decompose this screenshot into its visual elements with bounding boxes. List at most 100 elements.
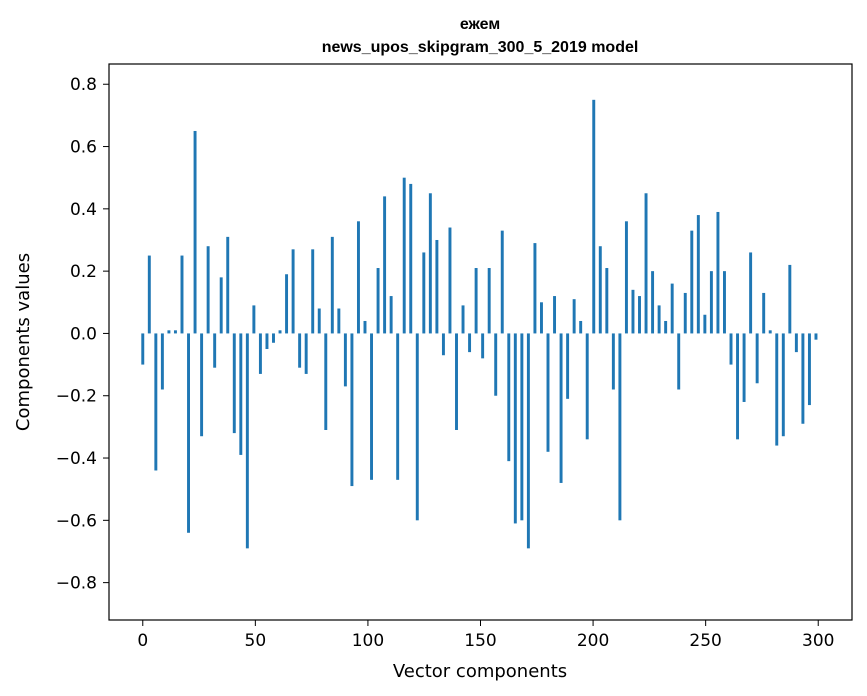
- bar: [723, 271, 726, 334]
- bar: [500, 230, 504, 334]
- x-tick-label: 250: [689, 631, 721, 651]
- bar: [154, 333, 158, 471]
- bar: [350, 333, 354, 487]
- bar: [762, 292, 766, 334]
- bar: [278, 330, 282, 334]
- bar: [801, 333, 805, 424]
- bar: [768, 330, 772, 334]
- bar: [461, 305, 465, 334]
- bar: [690, 230, 694, 334]
- bar: [664, 320, 668, 334]
- x-tick-label: 300: [802, 631, 834, 651]
- bar: [736, 333, 740, 440]
- x-tick-label: 0: [137, 631, 148, 651]
- bar: [396, 333, 400, 480]
- bar: [540, 302, 543, 334]
- bar: [409, 183, 413, 334]
- bar: [598, 246, 602, 334]
- x-tick-label: 150: [464, 631, 496, 651]
- bar: [553, 296, 557, 334]
- bar: [716, 211, 720, 334]
- bar: [200, 333, 204, 437]
- bar: [794, 333, 798, 353]
- bar: [742, 333, 746, 402]
- bar: [807, 333, 811, 406]
- bar: [566, 333, 570, 399]
- bar: [206, 246, 210, 334]
- bar: [670, 283, 674, 334]
- bar: [605, 268, 609, 334]
- bar: [180, 255, 184, 334]
- bar: [141, 333, 145, 365]
- bar: [775, 333, 779, 446]
- bar: [285, 274, 289, 334]
- y-axis-label: Components values: [13, 253, 34, 431]
- plot-frame: [108, 63, 853, 621]
- bar: [507, 333, 511, 462]
- bar: [370, 333, 373, 480]
- bar: [696, 215, 700, 334]
- bar: [383, 196, 387, 334]
- bar: [631, 289, 635, 334]
- y-tick-label: 0.8: [70, 75, 97, 95]
- bar: [579, 320, 583, 334]
- y-tick-label: −0.4: [56, 449, 97, 469]
- bar: [441, 333, 445, 356]
- bar: [709, 271, 713, 334]
- bar: [232, 333, 236, 434]
- bar: [481, 333, 485, 359]
- bar: [494, 333, 498, 396]
- bar: [487, 268, 491, 334]
- bar: [422, 252, 426, 334]
- x-tick-label: 200: [577, 631, 609, 651]
- bar: [526, 333, 530, 549]
- bar: [559, 333, 563, 483]
- bar: [677, 333, 681, 390]
- bar: [415, 333, 419, 521]
- bar: [474, 268, 478, 334]
- bar: [402, 177, 406, 334]
- y-tick-label: −0.8: [56, 574, 97, 594]
- x-axis-label: Vector components: [393, 661, 567, 682]
- chart-title-line-1: ежем: [460, 16, 500, 33]
- y-tick-label: 0.4: [70, 200, 97, 220]
- bar: [755, 333, 759, 384]
- bar: [343, 333, 347, 387]
- bar: [638, 296, 641, 334]
- bar: [252, 305, 256, 334]
- bar: [304, 333, 308, 374]
- y-tick-label: 0.2: [70, 262, 97, 282]
- bar: [455, 333, 458, 430]
- bar: [187, 333, 190, 533]
- bar: [448, 227, 452, 334]
- bar: [147, 255, 151, 334]
- bar: [788, 264, 792, 334]
- bar: [245, 333, 249, 549]
- bar: [317, 308, 321, 334]
- y-tick-label: −0.2: [56, 387, 97, 407]
- bar: [468, 333, 472, 353]
- bar: [226, 236, 230, 334]
- bar: [781, 333, 785, 437]
- bar: [624, 221, 628, 334]
- bar: [428, 193, 432, 334]
- bar: [337, 308, 341, 334]
- bar: [644, 193, 648, 334]
- bar: [749, 252, 753, 334]
- bar: [258, 333, 262, 374]
- bar: [265, 333, 269, 349]
- bar: [363, 320, 367, 334]
- bar: [167, 330, 171, 334]
- y-tick-label: 0.6: [70, 138, 97, 158]
- x-axis-ticks: 0 50 100 150 200 250 300: [137, 620, 834, 651]
- y-tick-label: 0.0: [70, 324, 97, 344]
- bar: [533, 243, 537, 334]
- bar: [291, 249, 295, 334]
- bar: [193, 130, 197, 334]
- bar: [213, 333, 217, 368]
- x-tick-label: 50: [245, 631, 267, 651]
- bar: [435, 239, 439, 334]
- bar: [239, 333, 243, 455]
- bar: [389, 296, 393, 334]
